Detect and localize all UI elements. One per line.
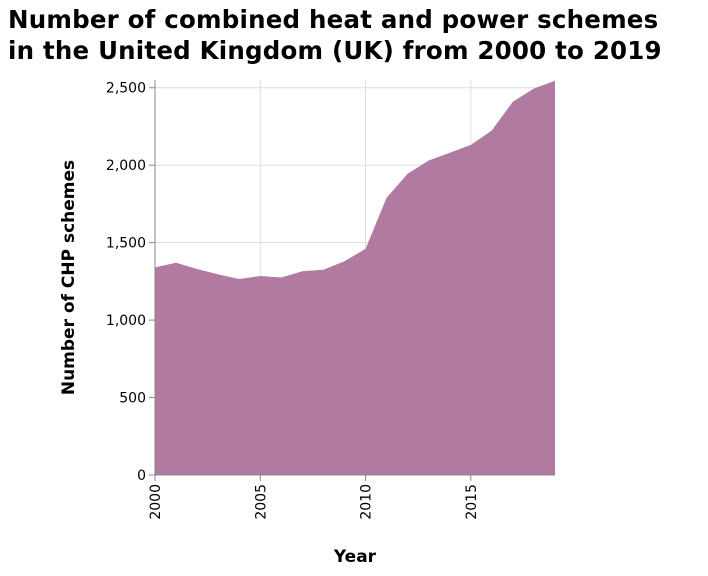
chart-title: Number of combined heat and power scheme…: [8, 4, 708, 66]
tick-labels: 0 500 1,000 1,500 2,000 2,500 2000 2005 2010 2015: [106, 81, 480, 520]
x-tick-label: 2005: [253, 484, 269, 520]
chart-title-line-1: Number of combined heat and power scheme…: [8, 5, 659, 34]
x-tick-label: 2000: [148, 484, 164, 520]
area-series: [155, 80, 555, 476]
y-tick-label: 2,000: [106, 158, 146, 174]
x-tick-label: 2015: [464, 484, 480, 520]
y-tick-label: 1,000: [106, 313, 146, 329]
chart-title-line-2: in the United Kingdom (UK) from 2000 to …: [8, 36, 662, 65]
y-axis-label: Number of CHP schemes: [59, 160, 79, 395]
y-tick-label: 1,500: [106, 236, 146, 252]
y-tick-label: 500: [119, 391, 146, 407]
y-tick-label: 2,500: [106, 81, 146, 97]
y-tick-label: 0: [137, 468, 146, 484]
x-tick-label: 2010: [359, 484, 375, 520]
x-axis-label: Year: [333, 547, 377, 567]
axes: [154, 80, 555, 476]
